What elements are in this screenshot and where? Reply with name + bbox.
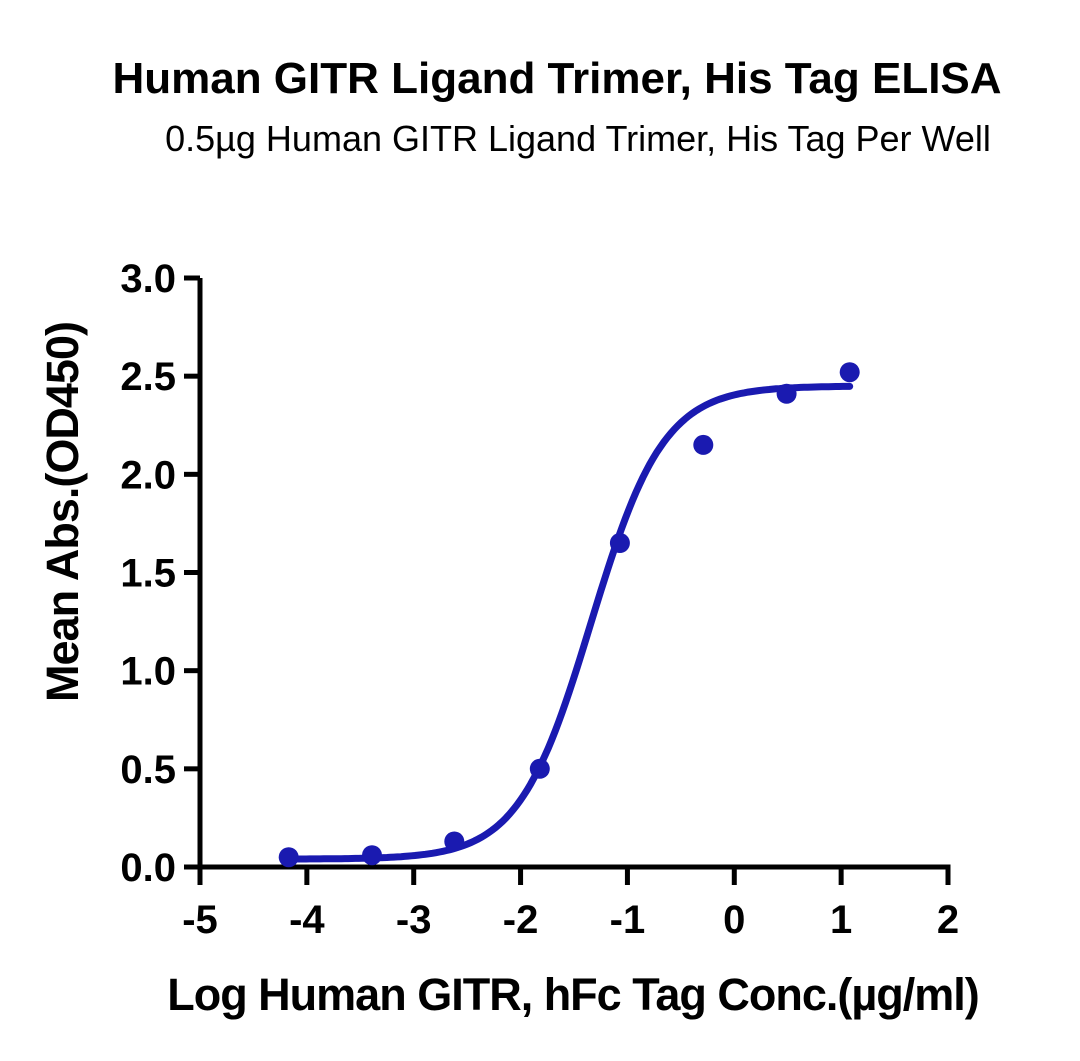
data-point-marker (609, 533, 630, 553)
x-tick-label: 0 (723, 898, 745, 942)
x-tick-label: 2 (937, 898, 959, 942)
data-point-marker (529, 758, 550, 779)
y-tick-label: 2.5 (120, 355, 176, 399)
axes: -5 -4 -3 -2 -1 0 1 2 0.0 0.5 1.0 1.5 2.0 2.5 3.0 (120, 257, 959, 942)
data-point-marker (444, 831, 465, 852)
y-tick-label: 2.0 (120, 453, 176, 497)
x-tick-label: -1 (610, 898, 646, 942)
y-tick-label: 3.0 (120, 257, 176, 301)
fit-curve-line (285, 382, 854, 863)
x-axis-label: Log Human GITR, hFc Tag Conc.(µg/ml) (167, 969, 979, 1020)
x-tick-label: -3 (396, 898, 432, 942)
data-point-marker (693, 434, 714, 455)
x-tick-label: 1 (830, 898, 852, 942)
plot-area (278, 362, 860, 868)
x-tick-label: -2 (503, 898, 539, 942)
data-point-marker (776, 383, 797, 404)
y-tick-label: 0.0 (120, 846, 176, 890)
y-axis-label: Mean Abs.(OD450) (37, 322, 88, 702)
y-tick-label: 0.5 (120, 748, 176, 792)
x-tick-label: -5 (182, 898, 218, 942)
data-point-marker (839, 362, 860, 383)
x-tick-label: -4 (289, 898, 325, 942)
data-point-marker (362, 845, 382, 866)
y-tick-label: 1.0 (120, 650, 176, 694)
y-tick-label: 1.5 (120, 552, 176, 596)
chart-subtitle: 0.5µg Human GITR Ligand Trimer, His Tag … (165, 118, 991, 159)
chart-title: Human GITR Ligand Trimer, His Tag ELISA (112, 54, 1001, 103)
data-point-marker (278, 847, 299, 868)
